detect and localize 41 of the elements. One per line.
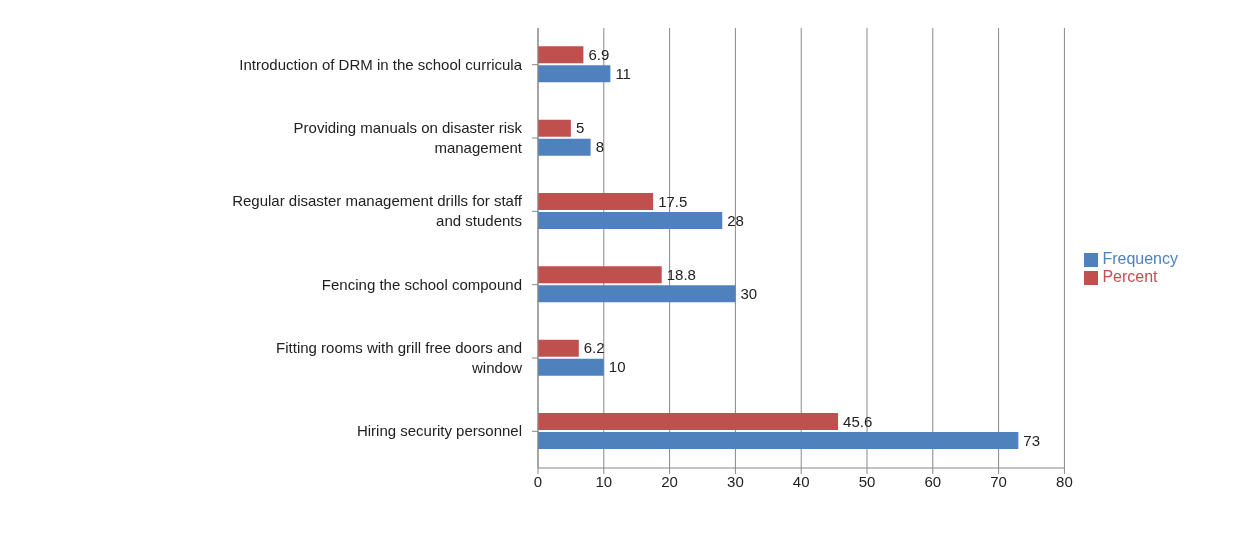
bar (538, 339, 579, 357)
x-tick-label: 0 (533, 472, 543, 490)
bar (538, 413, 839, 430)
data-label: 10 (608, 358, 626, 376)
y-tick-label: Introduction of DRM in the school curricula (239, 55, 523, 73)
bar (538, 193, 654, 210)
data-label: 45.6 (843, 412, 873, 430)
data-label: 73 (1023, 431, 1041, 449)
y-tick-label: Hiring security personnel (356, 422, 522, 440)
bar (538, 65, 611, 83)
data-label: 18.8 (666, 266, 696, 284)
x-tick-label: 70 (990, 472, 1007, 490)
y-tick-label: Fitting rooms with grill free doors and window (276, 339, 523, 376)
y-tick-label: Providing manuals on disaster risk management (293, 119, 523, 156)
data-label: 30 (740, 285, 758, 303)
bar (538, 138, 591, 156)
data-label: 11 (615, 65, 631, 83)
data-label: 28 (727, 211, 744, 229)
bar (538, 358, 604, 376)
y-tick-label: Fencing the school compound (321, 275, 522, 293)
bar (538, 285, 736, 303)
y-tick-label: Regular disaster management drills for staff and students (232, 192, 523, 230)
data-label: 5 (575, 119, 585, 137)
bar (538, 432, 1019, 449)
x-tick-label: 20 (661, 472, 678, 490)
legend-label: Percent (1102, 268, 1158, 285)
x-tick-label: 50 (858, 472, 876, 490)
bar (538, 119, 571, 137)
x-tick-label: 60 (924, 472, 942, 490)
data-label: 17.5 (658, 192, 688, 210)
x-tick-label: 10 (595, 472, 613, 490)
x-tick-label: 80 (1056, 472, 1073, 490)
x-tick-label: 40 (792, 472, 810, 490)
data-label: 8 (595, 138, 604, 156)
bar (538, 212, 723, 229)
data-label: 6.2 (583, 339, 605, 357)
bar (538, 46, 584, 64)
data-label: 6.9 (588, 46, 610, 64)
x-tick-label: 30 (727, 472, 744, 490)
legend-label: Frequency (1102, 250, 1178, 267)
bar (538, 266, 662, 284)
